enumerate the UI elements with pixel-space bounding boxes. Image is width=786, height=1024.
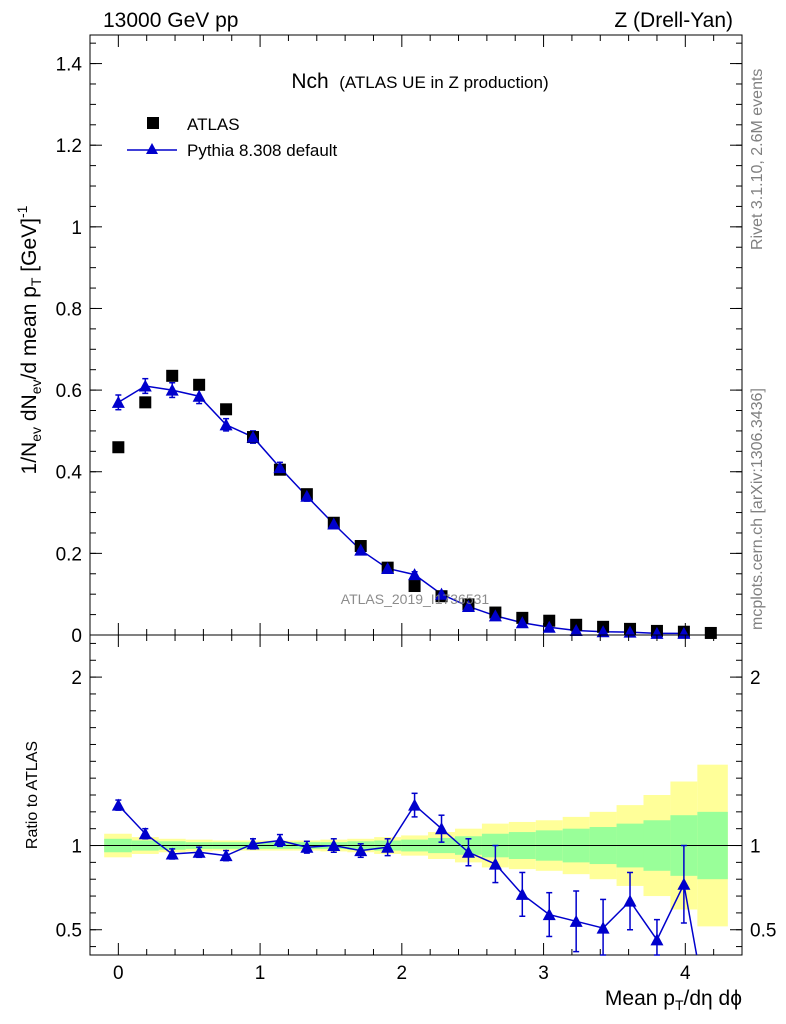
ratio-pythia-point	[111, 798, 125, 811]
atlas-data-point	[704, 626, 717, 639]
x-tick-label: 0	[113, 963, 124, 984]
atlas-data-point	[220, 403, 233, 416]
legend-atlas-label: ATLAS	[187, 115, 240, 134]
ratio-y-tick-label-right: 2	[750, 668, 761, 689]
mcplots-credit-label: mcplots.cern.ch [arXiv:1306.3436]	[749, 388, 766, 630]
plot-title-main: Nch	[291, 70, 328, 93]
pythia-data-point	[542, 620, 556, 633]
ratio-pythia-point	[381, 840, 395, 853]
main-y-axis-ticks: 0 0.2 0.4 0.6 0.8 1 1.2 1.4	[56, 42, 742, 647]
pythia-data-point	[515, 616, 529, 629]
atlas-data-point	[193, 378, 206, 391]
main-y-axis-label: 1/Nev dNev/d mean pT [GeV]-1	[14, 205, 44, 474]
main-y-tick-label: 0.8	[56, 299, 82, 320]
ratio-y-tick-label-right: 1	[750, 837, 761, 858]
pythia-data-point	[273, 461, 287, 474]
ratio-pythia-point	[650, 933, 664, 946]
ratio-data-marks	[111, 792, 698, 956]
ratio-x-axis-ticks: 0 1 2 3 4	[89, 635, 743, 984]
atlas-data-point	[139, 396, 152, 409]
x-tick-label: 4	[680, 963, 691, 984]
ratio-y-axis-label: Ratio to ATLAS	[24, 741, 41, 849]
plot-title: Nch (ATLAS UE in Z production)	[291, 70, 548, 93]
main-plot-panel: 0 0.2 0.4 0.6 0.8 1 1.2 1.4 ATLAS_2019_I1736531…	[14, 34, 743, 647]
ratio-pythia-point	[354, 844, 368, 857]
ratio-y-tick-label: 1	[71, 837, 82, 858]
ratio-pythia-point	[327, 839, 341, 852]
ratio-y-tick-label: 0.5	[56, 921, 82, 942]
atlas-data-point	[543, 614, 556, 627]
pythia-data-point	[650, 626, 664, 639]
ratio-pythia-point	[273, 833, 287, 846]
pythia-data-point	[677, 626, 691, 639]
pythia-data-point	[300, 489, 314, 502]
pythia-data-point	[408, 568, 422, 581]
main-y-tick-label: 1	[71, 218, 82, 239]
atlas-data-point	[408, 580, 421, 593]
atlas-data-point	[112, 441, 125, 454]
pythia-data-point	[596, 625, 610, 638]
main-y-tick-label: 1.4	[56, 55, 83, 76]
pythia-data-point	[111, 395, 125, 408]
ratio-pythia-point	[596, 921, 610, 934]
header-left-label: 13000 GeV pp	[103, 9, 238, 32]
pythia-data-point	[327, 517, 341, 530]
x-tick-label: 1	[255, 963, 266, 984]
ratio-y-axis-ticks: 0.5 0.5 1 1 2 2	[56, 642, 776, 948]
main-y-tick-label: 1.2	[56, 136, 82, 157]
legend-atlas-marker	[147, 117, 159, 129]
legend-pythia-marker	[146, 143, 158, 154]
ratio-pythia-point	[192, 845, 206, 858]
main-data-marks	[111, 369, 717, 639]
pythia-data-point	[569, 624, 583, 637]
ratio-plot-panel: 0.5 0.5 1 1 2 2 0 1 2 3 4 Ratio to ATLAS Mean pT/…	[24, 634, 776, 1013]
ratio-pythia-point	[300, 840, 314, 853]
pythia-data-point	[354, 543, 368, 556]
main-y-tick-label: 0	[71, 626, 82, 647]
header-right-label: Z (Drell-Yan)	[614, 9, 733, 32]
pythia-data-point	[192, 389, 206, 402]
ratio-pythia-point	[138, 827, 152, 840]
analysis-watermark: ATLAS_2019_I1736531	[341, 591, 490, 607]
rivet-version-label: Rivet 3.1.10, 2.6M events	[749, 69, 766, 250]
ratio-pythia-point	[623, 894, 637, 907]
pythia-data-point	[435, 587, 449, 600]
pythia-series-line	[117, 385, 684, 635]
ratio-pythia-point	[408, 798, 422, 811]
pythia-data-point	[461, 599, 475, 612]
ratio-pythia-point	[488, 857, 502, 870]
ratio-pythia-point	[569, 914, 583, 927]
ratio-pythia-point	[435, 822, 449, 835]
x-axis-label: Mean pT/dη dϕ	[605, 987, 742, 1013]
pythia-data-point	[246, 430, 260, 443]
x-tick-label: 3	[538, 963, 549, 984]
atlas-data-point	[166, 369, 179, 382]
pythia-data-point	[219, 418, 233, 431]
pythia-data-point	[138, 379, 152, 392]
ratio-pythia-point	[542, 908, 556, 921]
pythia-data-point	[381, 561, 395, 574]
pythia-data-point	[165, 383, 179, 396]
legend-pythia-label: Pythia 8.308 default	[187, 141, 338, 160]
ratio-pythia-point	[461, 845, 475, 858]
main-y-tick-label: 0.2	[56, 544, 82, 565]
main-y-tick-label: 0.4	[56, 463, 83, 484]
pythia-data-point	[488, 609, 502, 622]
x-tick-label: 2	[397, 963, 408, 984]
ratio-pythia-point	[515, 887, 529, 900]
ratio-pythia-point	[677, 877, 691, 890]
ratio-y-tick-label-right: 0.5	[750, 921, 776, 942]
ratio-y-tick-label: 2	[71, 668, 82, 689]
ratio-pythia-point	[165, 847, 179, 860]
main-y-tick-label: 0.6	[56, 381, 82, 402]
ratio-pythia-point	[219, 849, 233, 862]
legend: ATLAS Pythia 8.308 default	[127, 115, 338, 160]
plot-title-sub: (ATLAS UE in Z production)	[339, 73, 548, 92]
ratio-pythia-point	[246, 837, 260, 850]
